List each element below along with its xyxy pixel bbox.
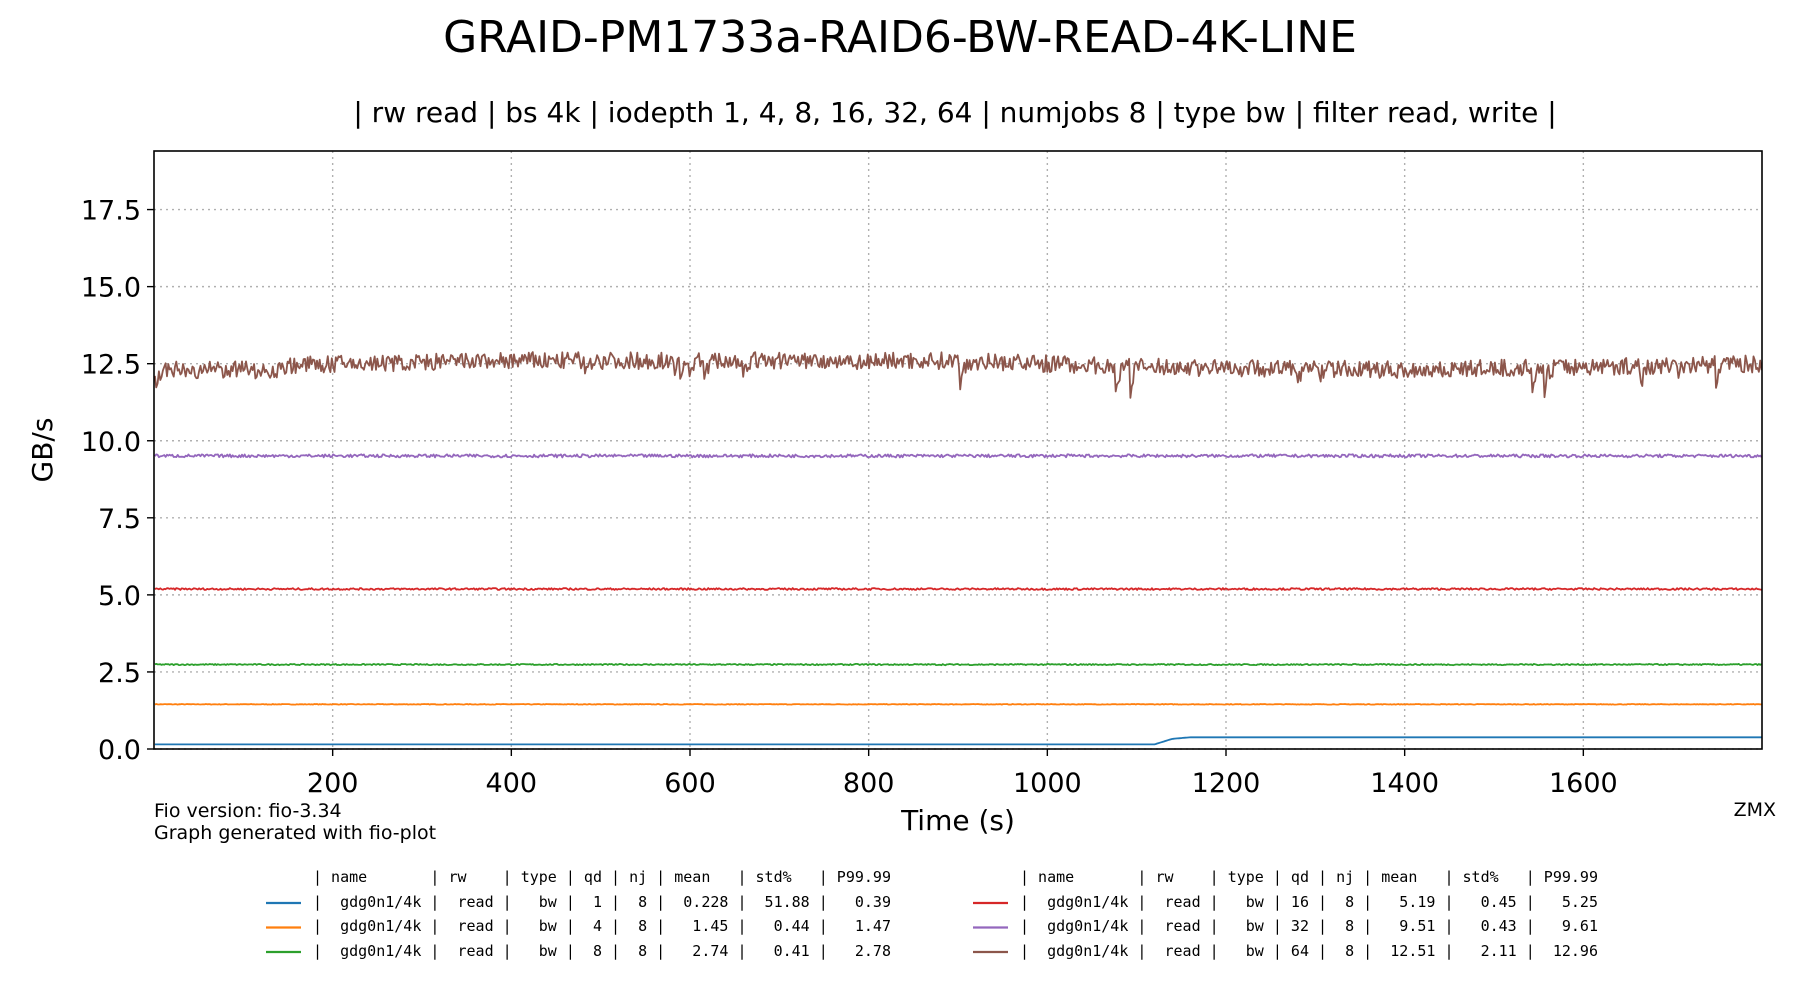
legend-row: | gdg0n1/4k | read | bw | 64 | 8 | 12.51… [1020, 942, 1598, 960]
x-tick-label: 1200 [1192, 768, 1261, 799]
x-tick-label: 1000 [1013, 768, 1082, 799]
y-tick-label: 0.0 [98, 735, 141, 766]
x-tick-label: 200 [307, 768, 359, 799]
generated-note: Graph generated with fio-plot [154, 822, 436, 844]
series-line [154, 587, 1762, 591]
legend-header-right: | name | rw | type | qd | nj | mean | st… [1020, 868, 1598, 886]
x-tick-label: 400 [486, 768, 538, 799]
series-line [154, 351, 1763, 399]
axis-ticks: 200 400 600 800 1000 1200 1400 1600 0.0 2.5 5.0 7.5… [81, 196, 1618, 799]
y-tick-label: 12.5 [81, 350, 141, 381]
legend-row: | gdg0n1/4k | read | bw | 8 | 8 | 2.74 |… [313, 942, 891, 960]
series-line [154, 703, 1762, 706]
x-tick-label: 1600 [1549, 768, 1618, 799]
series-line [154, 736, 1762, 746]
y-tick-label: 7.5 [98, 504, 141, 535]
y-tick-label: 15.0 [81, 273, 141, 304]
x-tick-label: 800 [843, 768, 895, 799]
y-tick-label: 17.5 [81, 196, 141, 227]
legend-row: | gdg0n1/4k | read | bw | 4 | 8 | 1.45 |… [313, 917, 891, 935]
x-axis-label: Time (s) [900, 804, 1015, 837]
legend-row: | gdg0n1/4k | read | bw | 1 | 8 | 0.228 … [313, 893, 891, 911]
y-tick-label: 5.0 [98, 581, 141, 612]
legend-row: | gdg0n1/4k | read | bw | 16 | 8 | 5.19 … [1020, 893, 1598, 911]
legend-table: | name | rw | type | qd | nj | mean | st… [266, 868, 1598, 960]
plot-frame [153, 150, 1763, 750]
chart-title: GRAID-PM1733a-RAID6-BW-READ-4K-LINE [443, 12, 1357, 63]
series-line [154, 663, 1763, 667]
chart-subtitle: | rw read | bs 4k | iodepth 1, 4, 8, 16,… [353, 96, 1556, 129]
watermark: ZMX [1734, 799, 1776, 821]
legend-row: | gdg0n1/4k | read | bw | 32 | 8 | 9.51 … [1020, 917, 1598, 935]
grid [154, 151, 1762, 750]
x-tick-label: 600 [664, 768, 716, 799]
y-tick-label: 2.5 [98, 658, 141, 689]
x-tick-label: 1400 [1370, 768, 1439, 799]
plot-lines [154, 351, 1763, 746]
series-line [154, 453, 1763, 459]
fio-version-note: Fio version: fio-3.34 [154, 800, 342, 822]
legend-header-left: | name | rw | type | qd | nj | mean | st… [313, 868, 891, 886]
y-tick-label: 10.0 [81, 427, 141, 458]
y-axis-label: GB/s [26, 418, 59, 483]
